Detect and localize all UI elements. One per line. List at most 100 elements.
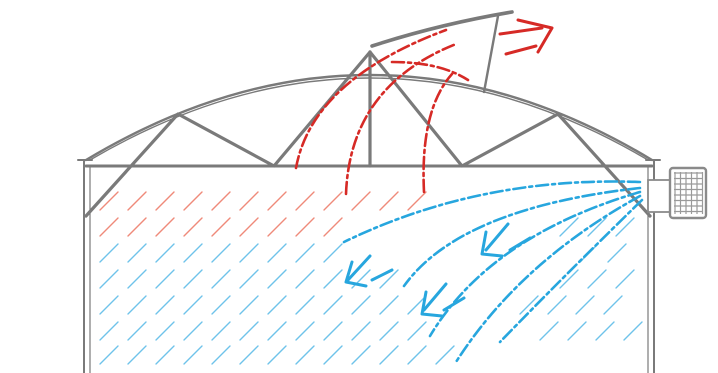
hatch-mark — [267, 269, 287, 289]
hatch-mark — [267, 191, 287, 211]
hatch-mark — [607, 243, 627, 263]
hatch-mark — [211, 321, 231, 341]
hatch-mark — [351, 321, 371, 341]
cool-air-flow — [342, 180, 644, 364]
hatch-mark — [295, 243, 315, 263]
hatch-mark — [295, 191, 315, 211]
warm-air-stream-4 — [390, 60, 470, 82]
hatch-mark — [267, 295, 287, 315]
hatch-mark — [99, 321, 119, 341]
hatch-mark — [587, 217, 607, 237]
hatch-mark — [567, 321, 587, 341]
cool-air-arrow-3 — [420, 282, 466, 318]
hatch-mark — [155, 217, 175, 237]
hatch-mark — [559, 269, 579, 289]
hatch-mark — [323, 191, 343, 211]
hatch-mark — [239, 269, 259, 289]
hatch-mark — [575, 295, 595, 315]
hatch-mark — [155, 269, 175, 289]
cool-air-stream-4 — [454, 194, 642, 364]
hatch-mark — [155, 243, 175, 263]
hatch-mark — [183, 217, 203, 237]
roof-vent-flap — [370, 10, 514, 48]
hatch-mark — [295, 269, 315, 289]
hatch-mark — [239, 345, 259, 365]
hatch-mark — [239, 217, 259, 237]
hatch-mark — [379, 345, 399, 365]
hatch-mark — [99, 269, 119, 289]
warm-air-exit-line-1 — [498, 26, 544, 36]
hatch-mark — [351, 191, 371, 211]
hatch-mark — [183, 345, 203, 365]
hatch-mark — [127, 243, 147, 263]
warm-air-exit-line-2 — [504, 44, 538, 56]
warm-air-stream-3 — [422, 72, 454, 194]
hatch-mark — [623, 321, 643, 341]
hatch-mark — [155, 321, 175, 341]
hatch-mark — [323, 345, 343, 365]
roof-vent-strut — [482, 14, 500, 94]
hatch-mark — [519, 295, 539, 315]
hatch-mark — [559, 217, 579, 237]
hatch-mark — [267, 217, 287, 237]
hatch-mark — [239, 191, 259, 211]
hatch-mark — [295, 345, 315, 365]
hatch-mark — [127, 345, 147, 365]
hatch-mark — [99, 243, 119, 263]
hatch-mark — [547, 295, 567, 315]
hatch-mark — [127, 217, 147, 237]
hatch-mark — [183, 321, 203, 341]
hatch-mark — [99, 191, 119, 211]
fan-grille — [674, 172, 704, 214]
hatch-mark — [379, 321, 399, 341]
truss-web — [84, 50, 652, 218]
hatch-mark — [127, 269, 147, 289]
fan-mount — [647, 179, 671, 213]
hatch-mark — [323, 269, 343, 289]
hatch-mark — [211, 269, 231, 289]
hatch-mark — [99, 345, 119, 365]
hatch-mark — [323, 295, 343, 315]
hatch-mark — [351, 295, 371, 315]
hatch-mark — [155, 345, 175, 365]
hatch-mark — [295, 295, 315, 315]
hatch-mark — [267, 345, 287, 365]
hatch-mark — [407, 321, 427, 341]
hatch-mark — [587, 269, 607, 289]
warm-air-exit-arrow — [516, 18, 554, 54]
hatch-mark — [127, 321, 147, 341]
hatch-mark — [407, 295, 427, 315]
hatch-mark — [379, 295, 399, 315]
cool-air-arrow-1 — [344, 254, 394, 288]
hatch-mark — [127, 191, 147, 211]
cool-air-stream-2 — [402, 186, 642, 288]
hatch-mark — [211, 217, 231, 237]
hatch-mark — [595, 321, 615, 341]
cool-air-stream-1 — [342, 180, 642, 244]
warm-air-stream-2 — [344, 42, 458, 196]
hatch-mark — [211, 191, 231, 211]
hatch-mark — [211, 295, 231, 315]
hatch-mark — [379, 191, 399, 211]
hatch-mark — [539, 321, 559, 341]
hatch-mark — [407, 345, 427, 365]
hatch-mark — [295, 321, 315, 341]
hatch-mark — [267, 321, 287, 341]
cool-air-arrow-2 — [480, 222, 532, 258]
hatch-mark — [603, 295, 623, 315]
hatch-mark — [379, 269, 399, 289]
hatch-mark — [239, 321, 259, 341]
hatch-mark — [155, 191, 175, 211]
hatch-mark — [323, 217, 343, 237]
air-temperature-hatching — [99, 191, 643, 365]
hatch-mark — [183, 295, 203, 315]
hatch-mark — [407, 191, 427, 211]
hatch-mark — [183, 269, 203, 289]
hatch-mark — [183, 243, 203, 263]
hatch-mark — [435, 345, 455, 365]
hatch-mark — [323, 321, 343, 341]
hatch-mark — [211, 345, 231, 365]
hatch-mark — [615, 269, 635, 289]
hatch-mark — [323, 243, 343, 263]
hatch-mark — [183, 191, 203, 211]
